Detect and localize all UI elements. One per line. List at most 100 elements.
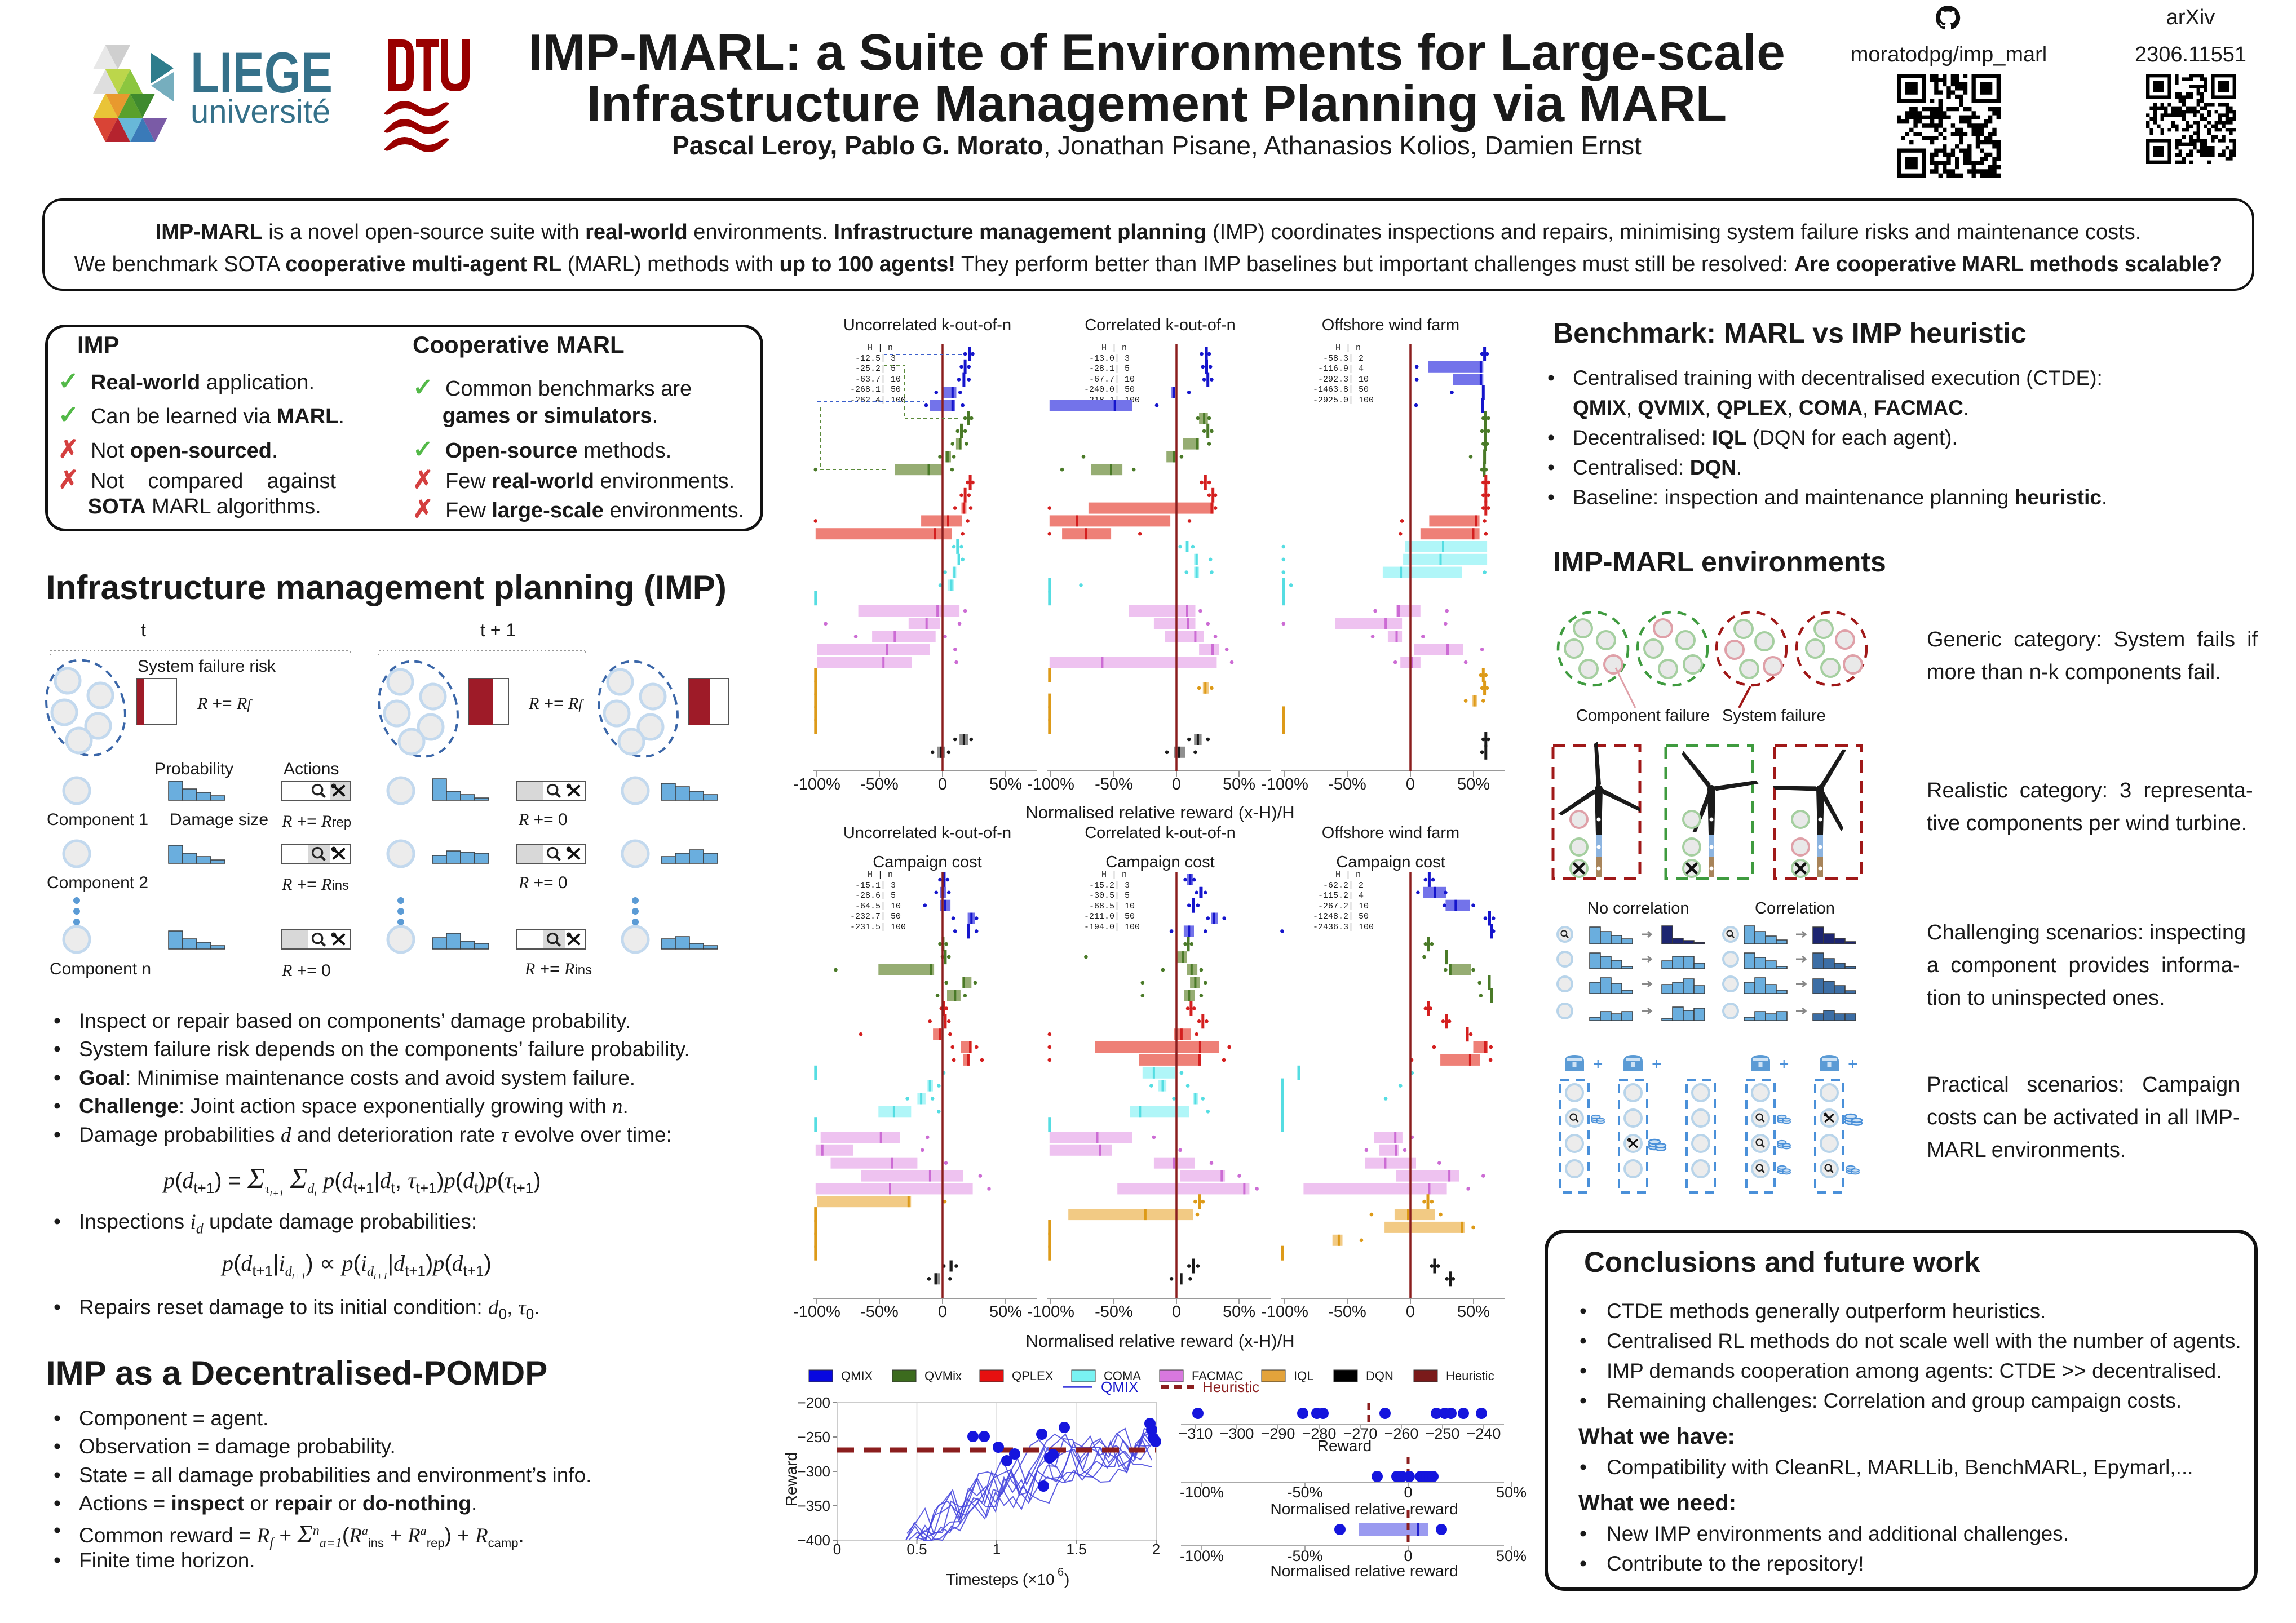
svg-text:50%: 50% <box>1496 1484 1527 1501</box>
svg-text:H | n: H | n <box>868 343 893 353</box>
svg-text:-292.3|: -292.3| <box>1318 375 1353 384</box>
svg-text:-50%: -50% <box>1328 1303 1366 1321</box>
svg-text:10: 10 <box>1359 902 1369 911</box>
svg-text:−260: −260 <box>1384 1425 1419 1442</box>
svg-text:-268.1|: -268.1| <box>850 385 886 394</box>
svg-text:-67.7|: -67.7| <box>1089 375 1120 384</box>
svg-text:+: + <box>1593 1055 1603 1074</box>
svg-text:QMIX: QMIX <box>1101 1378 1138 1395</box>
svg-text:50: 50 <box>1125 385 1135 394</box>
svg-text:FACMAC: FACMAC <box>1192 1369 1244 1383</box>
svg-text:2: 2 <box>1359 354 1364 363</box>
svg-text:5: 5 <box>891 891 896 901</box>
svg-text:Correlated k-out-of-n: Correlated k-out-of-n <box>1085 824 1236 842</box>
svg-text:-1463.8|: -1463.8| <box>1313 385 1353 394</box>
svg-text:Timesteps (×10: Timesteps (×10 <box>946 1571 1055 1588</box>
svg-text:50: 50 <box>1359 912 1369 921</box>
svg-text:-100%: -100% <box>793 1303 840 1321</box>
svg-text:-68.5|: -68.5| <box>1089 902 1120 911</box>
svg-text:-2925.0|: -2925.0| <box>1313 396 1353 405</box>
svg-text:50%: 50% <box>1457 1303 1490 1321</box>
svg-text:2: 2 <box>1359 881 1364 890</box>
svg-text:10: 10 <box>1125 375 1135 384</box>
svg-text:0: 0 <box>1406 775 1415 793</box>
svg-text:10: 10 <box>891 902 901 911</box>
svg-text:5: 5 <box>1125 364 1130 374</box>
svg-text:-211.0|: -211.0| <box>1084 912 1120 921</box>
svg-text:IQL: IQL <box>1294 1369 1313 1383</box>
svg-text:0: 0 <box>1172 1303 1181 1321</box>
svg-text:-15.2|: -15.2| <box>1089 881 1120 890</box>
svg-text:−290: −290 <box>1261 1425 1295 1442</box>
svg-text:-100%: -100% <box>1180 1547 1224 1564</box>
svg-text:0: 0 <box>1404 1547 1412 1564</box>
svg-text:0: 0 <box>1406 1303 1415 1321</box>
svg-text:-100%: -100% <box>1261 1303 1308 1321</box>
svg-text:0: 0 <box>1172 775 1181 793</box>
svg-text:-240.0|: -240.0| <box>1084 385 1120 394</box>
svg-text:50%: 50% <box>1496 1547 1527 1564</box>
svg-text:-63.7|: -63.7| <box>855 375 886 384</box>
svg-text:-15.1|: -15.1| <box>855 881 886 890</box>
svg-text:-100%: -100% <box>1027 1303 1074 1321</box>
svg-text:-1248.2|: -1248.2| <box>1313 912 1353 921</box>
svg-text:QVMix: QVMix <box>924 1369 962 1383</box>
svg-text:-50%: -50% <box>860 775 899 793</box>
svg-text:−300: −300 <box>1220 1425 1254 1442</box>
svg-text:4: 4 <box>1359 364 1364 374</box>
svg-text:COMA: COMA <box>1104 1369 1141 1383</box>
svg-text:5: 5 <box>891 364 896 374</box>
svg-text:-28.6|: -28.6| <box>855 891 886 901</box>
svg-text:Normalised relative reward: Normalised relative reward <box>1270 1562 1458 1580</box>
svg-text:50: 50 <box>1125 912 1135 921</box>
svg-text:-28.1|: -28.1| <box>1089 364 1120 374</box>
svg-text:-50%: -50% <box>860 1303 899 1321</box>
svg-text:Offshore wind farm: Offshore wind farm <box>1322 316 1459 334</box>
svg-text:−240: −240 <box>1467 1425 1501 1442</box>
svg-text:10: 10 <box>1125 902 1135 911</box>
svg-text:100: 100 <box>1359 396 1374 405</box>
svg-text:−200: −200 <box>797 1394 830 1411</box>
svg-text:3: 3 <box>891 354 896 363</box>
svg-text:50%: 50% <box>1223 775 1255 793</box>
svg-text:-100%: -100% <box>1027 775 1074 793</box>
svg-text:4: 4 <box>1359 891 1364 901</box>
svg-text:50%: 50% <box>1457 775 1490 793</box>
svg-text:-232.7|: -232.7| <box>850 912 886 921</box>
svg-text:-25.2|: -25.2| <box>855 364 886 374</box>
svg-text:50%: 50% <box>989 1303 1022 1321</box>
svg-text:100: 100 <box>891 923 906 932</box>
svg-text:Uncorrelated k-out-of-n: Uncorrelated k-out-of-n <box>843 824 1011 842</box>
svg-text:100: 100 <box>891 396 906 405</box>
svg-text:Normalised relative reward (x-: Normalised relative reward (x-H)/H <box>1025 1331 1294 1351</box>
svg-text:-116.9|: -116.9| <box>1318 364 1353 374</box>
svg-text:+: + <box>1652 1055 1662 1074</box>
svg-text:H | n: H | n <box>1101 870 1127 880</box>
svg-text:Heuristic: Heuristic <box>1202 1378 1259 1395</box>
svg-text:Uncorrelated k-out-of-n: Uncorrelated k-out-of-n <box>843 316 1011 334</box>
svg-text:10: 10 <box>1359 375 1369 384</box>
svg-text:50: 50 <box>1359 385 1369 394</box>
svg-text:H | n: H | n <box>1335 343 1361 353</box>
svg-text:-100%: -100% <box>1261 775 1308 793</box>
svg-text:−310: −310 <box>1179 1425 1213 1442</box>
svg-text:Normalised relative reward (x-: Normalised relative reward (x-H)/H <box>1025 802 1294 822</box>
svg-text:100: 100 <box>1359 923 1374 932</box>
svg-text:−250: −250 <box>1426 1425 1460 1442</box>
svg-text:0: 0 <box>833 1541 841 1558</box>
svg-text:-100%: -100% <box>793 775 840 793</box>
svg-text:50%: 50% <box>1223 1303 1255 1321</box>
svg-text:-50%: -50% <box>1287 1547 1322 1564</box>
svg-text:Campaign cost: Campaign cost <box>1336 853 1445 871</box>
svg-text:-50%: -50% <box>1095 1303 1133 1321</box>
svg-text:Reward: Reward <box>782 1452 800 1506</box>
svg-text:50: 50 <box>891 912 901 921</box>
svg-text:-115.2|: -115.2| <box>1318 891 1353 901</box>
svg-text:Campaign cost: Campaign cost <box>873 853 981 871</box>
svg-text:H | n: H | n <box>1335 870 1361 880</box>
svg-text:-262.4|: -262.4| <box>850 396 886 405</box>
svg-text:-194.0|: -194.0| <box>1084 923 1120 932</box>
svg-text:): ) <box>1064 1571 1069 1588</box>
svg-text:-2436.3|: -2436.3| <box>1313 923 1353 932</box>
svg-text:50%: 50% <box>989 775 1022 793</box>
